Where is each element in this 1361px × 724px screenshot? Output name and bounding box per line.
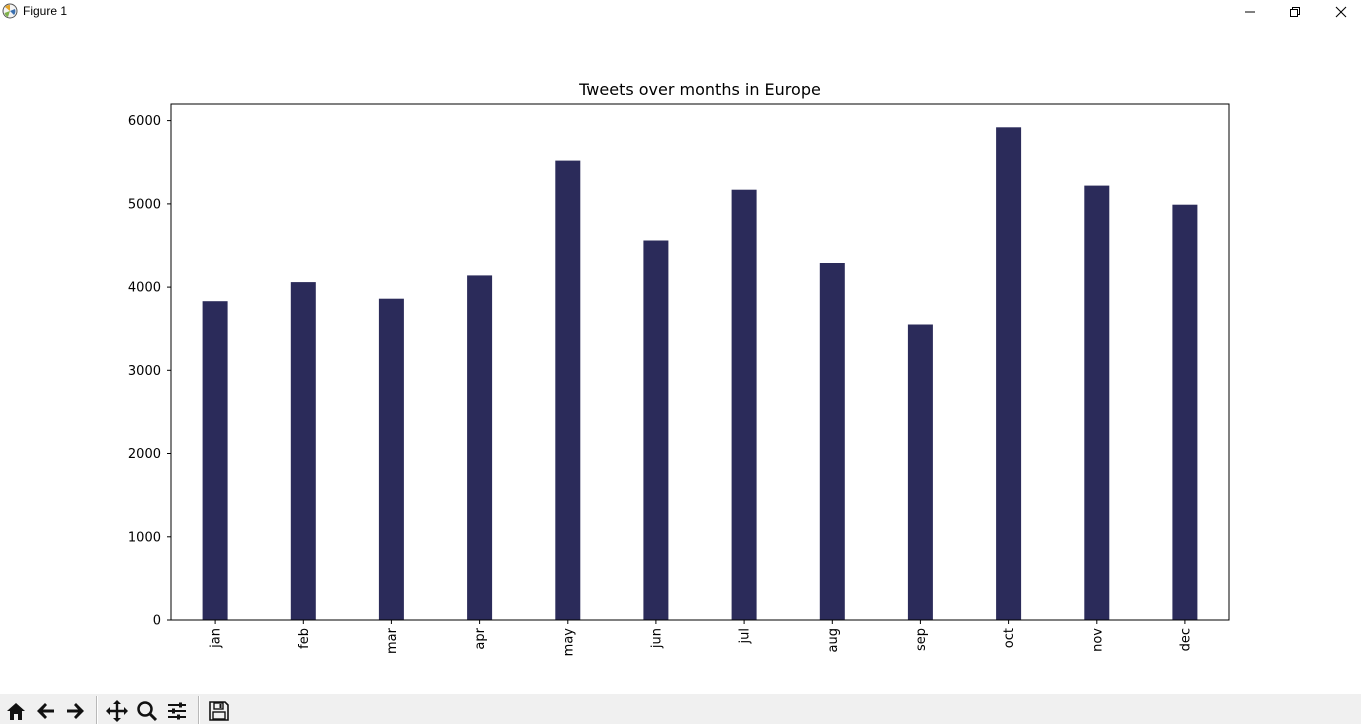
x-tick-label: oct: [1002, 628, 1017, 648]
bar-may: [555, 160, 581, 620]
bar-dec: [1172, 204, 1198, 620]
bar-mar: [378, 298, 404, 620]
x-tick-label: mar: [385, 627, 400, 654]
bar-sep: [907, 324, 933, 620]
x-tick-label: nov: [1090, 628, 1105, 652]
home-icon: [7, 703, 25, 720]
axes-frame: [170, 103, 1230, 621]
forward-button[interactable]: [62, 698, 88, 724]
bars-group: [202, 127, 1198, 621]
bar-jul: [731, 189, 757, 620]
window-titlebar: Figure 1: [0, 0, 1361, 24]
bar-jan: [202, 301, 228, 620]
x-axis: jan feb mar apr may jun jul aug sep oct nov dec: [209, 620, 1193, 657]
x-tick-label: sep: [914, 628, 929, 651]
home-button[interactable]: [3, 698, 29, 724]
back-arrow-icon: [37, 703, 54, 719]
y-tick-label: 4000: [128, 281, 161, 296]
matplotlib-logo-icon: [2, 3, 18, 19]
bar-nov: [1084, 185, 1110, 620]
y-tick-label: 3000: [128, 364, 161, 379]
bar-aug: [819, 263, 845, 620]
x-tick-label: jul: [738, 628, 753, 644]
window-title: Figure 1: [23, 4, 68, 18]
configure-subplots-icon: [168, 702, 186, 720]
x-tick-label: apr: [473, 627, 488, 649]
y-axis: 0 1000 2000 3000 4000 5000 6000: [128, 114, 171, 629]
bar-chart: 0 1000 2000 3000 4000 5000 6000 jan feb mar apr ma…: [128, 80, 1230, 657]
y-tick-label: 6000: [128, 114, 161, 129]
zoom-icon: [137, 701, 158, 722]
bar-feb: [290, 282, 316, 620]
restore-button[interactable]: [1272, 0, 1318, 24]
x-tick-label: jan: [209, 628, 224, 649]
toolbar-separator: [96, 696, 98, 724]
forward-arrow-icon: [67, 703, 84, 719]
chart-title: Tweets over months in Europe: [578, 80, 821, 99]
save-icon: [209, 701, 229, 721]
bar-oct: [996, 127, 1022, 621]
minimize-icon: [1245, 11, 1255, 13]
configure-subplots-button[interactable]: [164, 698, 190, 724]
restore-icon: [1290, 7, 1300, 17]
y-tick-label: 0: [153, 614, 161, 629]
pan-button[interactable]: [104, 698, 130, 724]
bar-jun: [643, 240, 669, 620]
navigation-toolbar: [0, 694, 1361, 724]
zoom-button[interactable]: [134, 698, 160, 724]
x-tick-label: jun: [649, 628, 664, 649]
x-tick-label: feb: [297, 628, 312, 649]
save-button[interactable]: [206, 698, 232, 724]
back-button[interactable]: [33, 698, 59, 724]
close-icon: [1335, 6, 1347, 18]
toolbar-separator: [198, 696, 200, 724]
pan-icon: [106, 700, 128, 722]
y-tick-label: 2000: [128, 447, 161, 462]
y-tick-label: 5000: [128, 197, 161, 212]
minimize-button[interactable]: [1227, 0, 1273, 24]
x-tick-label: dec: [1178, 628, 1193, 651]
y-tick-label: 1000: [128, 530, 161, 545]
close-button[interactable]: [1318, 0, 1361, 24]
x-tick-label: may: [561, 628, 576, 657]
x-tick-label: aug: [826, 628, 841, 652]
bar-apr: [467, 275, 493, 620]
